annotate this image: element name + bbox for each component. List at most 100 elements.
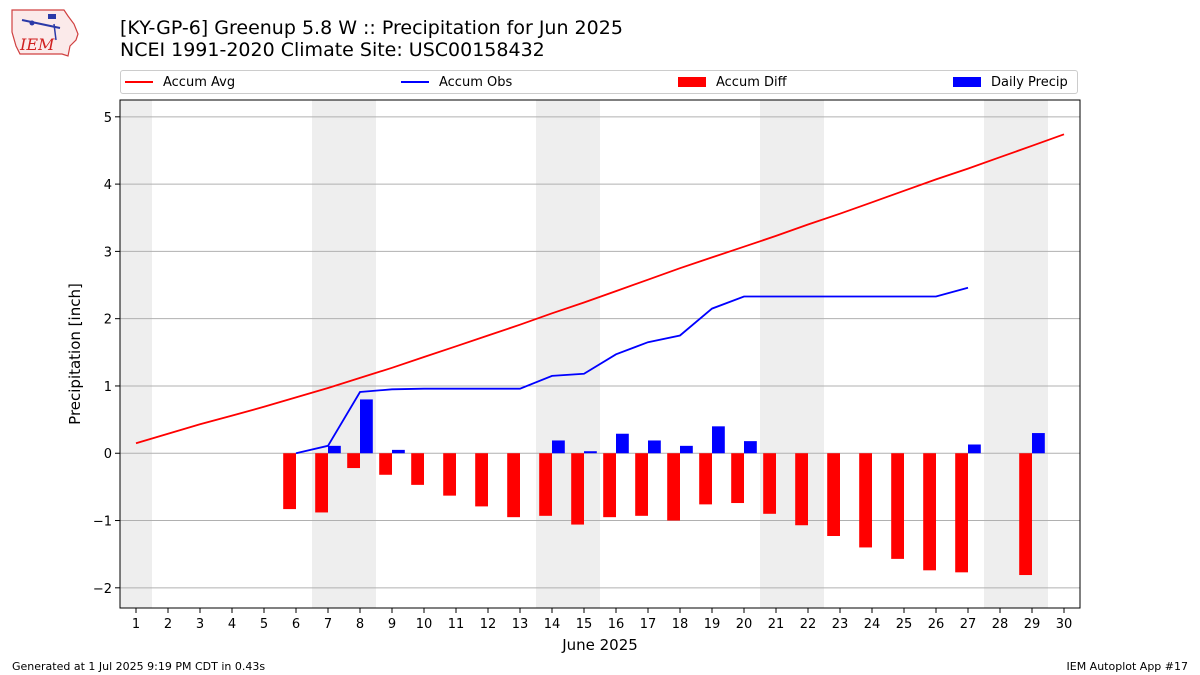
accum-diff-bar-22 bbox=[795, 453, 808, 526]
accum-diff-bar-25 bbox=[891, 453, 904, 559]
y-tick-label: 5 bbox=[104, 111, 112, 126]
legend-item-accum-obs: Accum Obs bbox=[401, 71, 512, 93]
daily-precip-bar-27 bbox=[968, 444, 981, 454]
x-tick-label: 27 bbox=[960, 617, 977, 632]
accum-diff-bar-14 bbox=[539, 453, 552, 516]
legend-item-daily-precip: Daily Precip bbox=[953, 71, 1068, 93]
weekend-shade-2 bbox=[312, 100, 376, 608]
accum-diff-bar-20 bbox=[731, 453, 744, 504]
x-tick-label: 22 bbox=[800, 617, 817, 632]
y-tick-label: 3 bbox=[104, 245, 112, 260]
legend-label-accum-obs: Accum Obs bbox=[439, 74, 513, 90]
generated-timestamp: Generated at 1 Jul 2025 9:19 PM CDT in 0… bbox=[12, 660, 266, 673]
daily-precip-bar-15 bbox=[584, 451, 597, 454]
y-tick-label: −2 bbox=[93, 582, 112, 597]
x-tick-label: 5 bbox=[260, 617, 268, 632]
x-tick-label: 20 bbox=[736, 617, 753, 632]
legend-label-accum-diff: Accum Diff bbox=[716, 74, 787, 90]
chart-subtitle: NCEI 1991-2020 Climate Site: USC00158432 bbox=[120, 39, 545, 61]
accum-diff-bar-26 bbox=[923, 453, 936, 571]
legend-swatch-accum-avg bbox=[125, 81, 153, 83]
x-tick-label: 18 bbox=[672, 617, 689, 632]
accum-diff-bar-23 bbox=[827, 453, 840, 537]
app-label: IEM Autoplot App #17 bbox=[1066, 660, 1189, 673]
accum-diff-bar-24 bbox=[859, 453, 872, 548]
accum-diff-bar-8 bbox=[347, 453, 360, 469]
x-tick-label: 14 bbox=[544, 617, 561, 632]
accum-diff-bar-7 bbox=[315, 453, 328, 513]
x-tick-label: 29 bbox=[1024, 617, 1041, 632]
daily-precip-bar-7 bbox=[328, 445, 341, 454]
x-tick-label: 19 bbox=[704, 617, 721, 632]
legend-item-accum-diff: Accum Diff bbox=[678, 71, 787, 93]
accum-diff-bar-18 bbox=[667, 453, 680, 521]
legend-item-accum-avg: Accum Avg bbox=[125, 71, 235, 93]
x-tick-label: 2 bbox=[164, 617, 172, 632]
x-axis-label: June 2025 bbox=[561, 636, 638, 654]
x-tick-label: 12 bbox=[480, 617, 497, 632]
daily-precip-bar-29 bbox=[1032, 433, 1045, 454]
accum-diff-bar-11 bbox=[443, 453, 456, 496]
daily-precip-bar-8 bbox=[360, 399, 373, 454]
x-tick-label: 25 bbox=[896, 617, 913, 632]
logo-text: IEM bbox=[19, 35, 55, 54]
daily-precip-bar-19 bbox=[712, 426, 725, 454]
weekend-shade-4 bbox=[760, 100, 824, 608]
legend-swatch-accum-diff bbox=[678, 77, 706, 87]
iem-logo: IEM bbox=[11, 9, 79, 57]
y-tick-label: 0 bbox=[104, 447, 112, 462]
accum-obs-line bbox=[295, 286, 969, 455]
x-tick-label: 3 bbox=[196, 617, 204, 632]
accum-diff-bar-12 bbox=[475, 453, 488, 507]
x-tick-label: 15 bbox=[576, 617, 593, 632]
plot-frame bbox=[119, 99, 1081, 609]
y-tick-label: 2 bbox=[104, 313, 112, 328]
y-axis-label: Precipitation [inch] bbox=[66, 283, 84, 425]
accum-diff-bar-13 bbox=[507, 453, 520, 518]
x-tick-label: 6 bbox=[292, 617, 300, 632]
x-tick-label: 4 bbox=[228, 617, 236, 632]
accum-diff-bar-10 bbox=[411, 453, 424, 485]
x-tick-label: 30 bbox=[1056, 617, 1073, 632]
daily-precip-bar-16 bbox=[616, 433, 629, 454]
x-tick-label: 8 bbox=[356, 617, 364, 632]
x-tick-label: 23 bbox=[832, 617, 849, 632]
weekend-shade-1 bbox=[120, 100, 152, 608]
x-tick-label: 7 bbox=[324, 617, 332, 632]
chart-title: [KY-GP-6] Greenup 5.8 W :: Precipitation… bbox=[120, 17, 623, 39]
legend-label-daily-precip: Daily Precip bbox=[991, 74, 1068, 90]
accum-diff-bar-27 bbox=[955, 453, 968, 573]
x-tick-label: 13 bbox=[512, 617, 529, 632]
legend-swatch-accum-obs bbox=[401, 81, 429, 83]
x-tick-label: 11 bbox=[448, 617, 465, 632]
accum-diff-bar-6 bbox=[283, 453, 296, 510]
x-tick-label: 17 bbox=[640, 617, 657, 632]
chart-legend: Accum Avg Accum Obs Accum Diff Daily Pre… bbox=[120, 70, 1078, 94]
accum-diff-bar-9 bbox=[379, 453, 392, 475]
daily-precip-bar-18 bbox=[680, 445, 693, 454]
accum-diff-bar-17 bbox=[635, 453, 648, 516]
weekend-shade-3 bbox=[536, 100, 600, 608]
x-tick-label: 1 bbox=[132, 617, 140, 632]
x-tick-label: 10 bbox=[416, 617, 433, 632]
daily-precip-bar-9 bbox=[392, 449, 405, 454]
accum-diff-bar-15 bbox=[571, 453, 584, 525]
accum-diff-bar-21 bbox=[763, 453, 776, 514]
accum-diff-bar-16 bbox=[603, 453, 616, 518]
daily-precip-bar-20 bbox=[744, 441, 757, 454]
legend-swatch-daily-precip bbox=[953, 77, 981, 87]
accum-avg-line bbox=[135, 133, 1065, 445]
x-tick-label: 16 bbox=[608, 617, 625, 632]
y-tick-label: 4 bbox=[104, 178, 112, 193]
daily-precip-bar-17 bbox=[648, 440, 661, 454]
x-tick-label: 28 bbox=[992, 617, 1009, 632]
x-tick-label: 21 bbox=[768, 617, 785, 632]
x-tick-label: 24 bbox=[864, 617, 881, 632]
accum-diff-bar-19 bbox=[699, 453, 712, 505]
y-tick-label: −1 bbox=[93, 515, 112, 530]
accum-diff-bar-29 bbox=[1019, 453, 1032, 576]
weekend-shade-5 bbox=[984, 100, 1048, 608]
legend-label-accum-avg: Accum Avg bbox=[163, 74, 236, 90]
x-tick-label: 26 bbox=[928, 617, 945, 632]
